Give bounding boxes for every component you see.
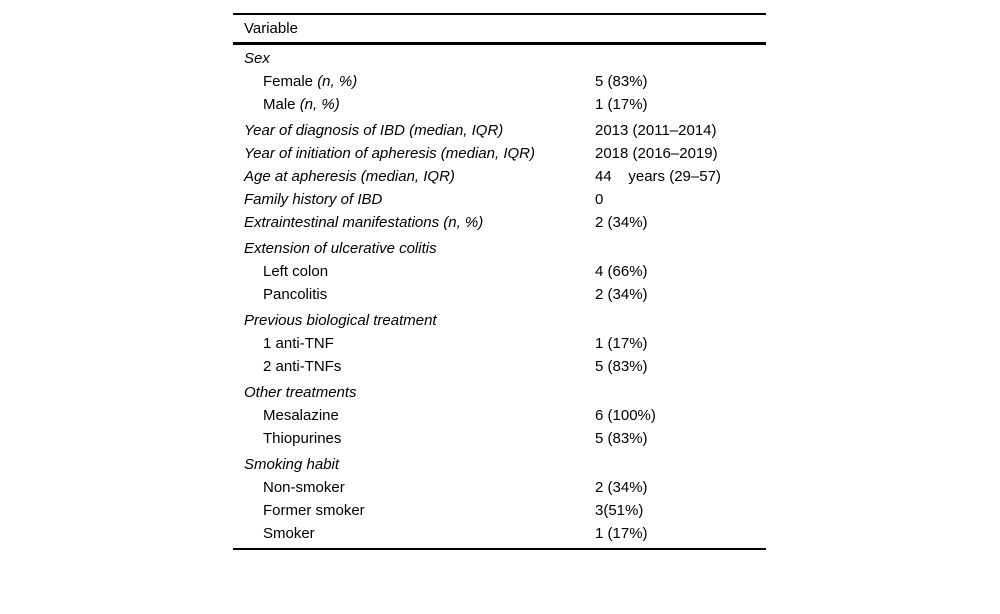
row-label: Other treatments <box>244 384 357 401</box>
characteristics-table: Variable Sex Female (n, %) 5 (83%) Male … <box>233 13 766 550</box>
row-label: Thiopurines <box>263 430 342 447</box>
row-value: 1 (17%) <box>595 525 648 542</box>
row-label-suffix: (n, %) <box>299 96 340 113</box>
row-value: 5 (83%) <box>595 358 648 375</box>
table-body: Sex Female (n, %) 5 (83%) Male (n, %) 1 … <box>233 45 766 550</box>
table-row: Thiopurines 5 (83%) <box>233 427 766 450</box>
row-value: 2013 (2011–2014) <box>595 122 717 139</box>
row-label-suffix: (n, %) <box>317 73 358 90</box>
row-value: 5 (83%) <box>595 430 648 447</box>
row-label: Extraintestinal manifestations (n, %) <box>244 214 484 231</box>
row-label: Smoking habit <box>244 456 340 473</box>
table-row: Mesalazine 6 (100%) <box>233 404 766 427</box>
table-header-row: Variable <box>233 15 766 45</box>
row-label: Extension of ulcerative colitis <box>244 240 437 257</box>
row-label: Left colon <box>263 263 329 280</box>
row-label: 2 anti-TNFs <box>263 358 342 375</box>
table-row: 1 anti-TNF 1 (17%) <box>233 332 766 355</box>
row-label: Mesalazine <box>263 407 339 424</box>
row-label: Family history of IBD <box>244 191 383 208</box>
row-label: Age at apheresis (median, IQR) <box>244 168 455 185</box>
row-label: Sex <box>244 50 270 67</box>
table-row: 2 anti-TNFs 5 (83%) <box>233 355 766 378</box>
row-label: Non-smoker <box>263 479 345 496</box>
row-value: 1 (17%) <box>595 96 648 113</box>
table-row: Sex <box>233 47 766 70</box>
table-row: Non-smoker 2 (34%) <box>233 476 766 499</box>
table-row: Left colon 4 (66%) <box>233 260 766 283</box>
row-label: Pancolitis <box>263 286 328 303</box>
table-row: Age at apheresis (median, IQR) 44 years … <box>233 165 766 188</box>
table-row: Pancolitis 2 (34%) <box>233 283 766 306</box>
row-value: 2018 (2016–2019) <box>595 145 718 162</box>
table-row: Extraintestinal manifestations (n, %) 2 … <box>233 211 766 234</box>
table-row: Family history of IBD 0 <box>233 188 766 211</box>
table-row: Other treatments <box>233 381 766 404</box>
row-label: Female (n, %) <box>263 73 358 90</box>
row-label: Former smoker <box>263 502 365 519</box>
row-label: Smoker <box>263 525 315 542</box>
table-row: Previous biological treatment <box>233 309 766 332</box>
row-value: 6 (100%) <box>595 407 656 424</box>
table-row: Year of initiation of apheresis (median,… <box>233 142 766 165</box>
table-row: Smoking habit <box>233 453 766 476</box>
row-label: 1 anti-TNF <box>263 335 334 352</box>
variable-column-header: Variable <box>244 20 298 37</box>
row-label: Year of initiation of apheresis (median,… <box>244 145 535 162</box>
row-value: 0 <box>595 191 604 208</box>
row-label: Male (n, %) <box>263 96 340 113</box>
row-label: Year of diagnosis of IBD (median, IQR) <box>244 122 504 139</box>
row-value: 2 (34%) <box>595 214 648 231</box>
row-value: 5 (83%) <box>595 73 648 90</box>
table-row: Year of diagnosis of IBD (median, IQR) 2… <box>233 119 766 142</box>
row-value: 2 (34%) <box>595 286 648 303</box>
row-value: 2 (34%) <box>595 479 648 496</box>
table-row: Extension of ulcerative colitis <box>233 237 766 260</box>
table-row: Former smoker 3(51%) <box>233 499 766 522</box>
row-value: 1 (17%) <box>595 335 648 352</box>
row-value: 3(51%) <box>595 502 644 519</box>
table-row: Female (n, %) 5 (83%) <box>233 70 766 93</box>
row-value: 4 (66%) <box>595 263 648 280</box>
row-label: Previous biological treatment <box>244 312 437 329</box>
table-row: Smoker 1 (17%) <box>233 522 766 545</box>
row-value: 44 years (29–57) <box>595 168 721 185</box>
table-row: Male (n, %) 1 (17%) <box>233 93 766 116</box>
